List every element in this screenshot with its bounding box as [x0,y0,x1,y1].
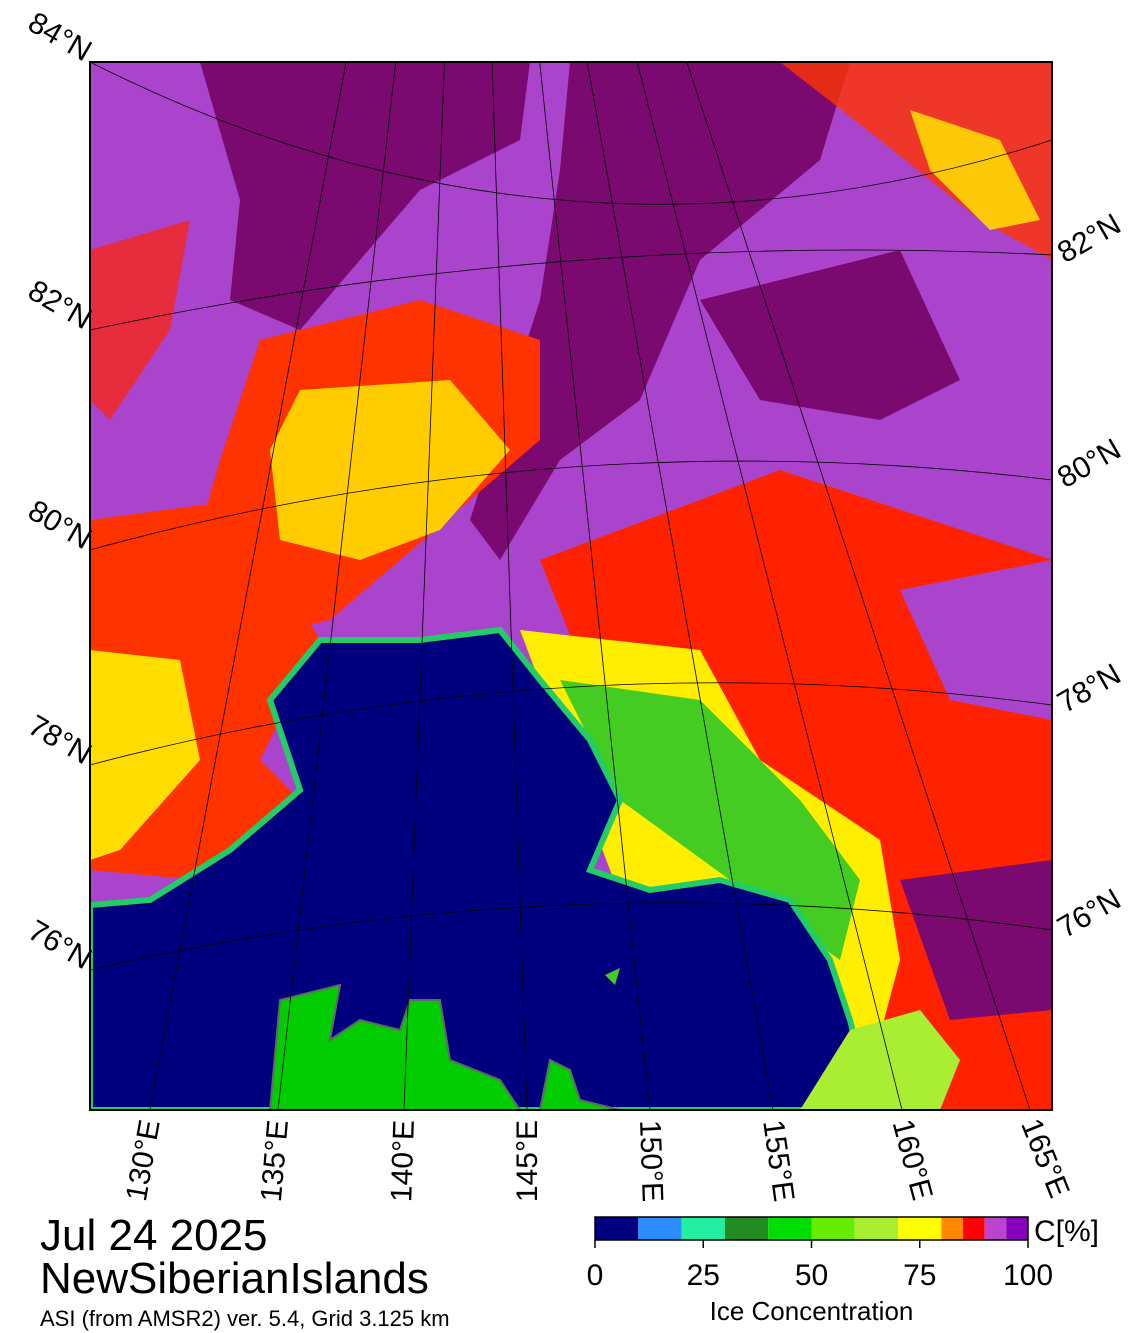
lat-label: 76°N [22,914,97,976]
lon-label: 140°E [385,1119,421,1202]
lat-label: 78°N [22,709,97,771]
lat-label: 78°N [1052,658,1127,720]
colorbar-segment [898,1217,942,1240]
lat-label: 82°N [1052,208,1127,270]
ice-map [90,62,1052,1110]
colorbar-segment [1006,1217,1028,1240]
colorbar-segment [984,1217,1007,1240]
colorbar-tick-label: 75 [903,1259,936,1292]
region: NewSiberianIslands [40,1254,429,1303]
lon-label: 130°E [120,1117,167,1204]
colorbar-tick-label: 50 [795,1259,828,1292]
lat-label: 80°N [1052,433,1127,495]
colorbar-segment [768,1217,812,1240]
colorbar-segment [638,1217,682,1240]
colorbar-unit: C[%] [1034,1215,1099,1248]
lat-label: 80°N [22,494,97,556]
loose-ice [560,680,860,960]
land [268,983,522,1110]
colorbar-segment [811,1217,855,1240]
loose-ice [90,650,200,860]
open-water [90,626,864,1110]
source: ASI (from AMSR2) ver. 5.4, Grid 3.125 km [40,1306,450,1331]
island [605,968,620,985]
dense-ice [700,250,960,420]
lat-label: 82°N [22,274,97,336]
colorbar-segment [595,1217,639,1240]
lon-label: 150°E [633,1119,669,1202]
colorbar-segment [941,1217,964,1240]
dense-ice [900,860,1052,1020]
dense-ice [200,62,530,330]
colorbar-label: Ice Concentration [710,1296,914,1326]
lon-label: 165°E [1014,1114,1075,1202]
dense-ice [470,62,850,560]
loose-ice [910,110,1040,230]
colorbar-segment [963,1217,985,1240]
lat-label: 84°N [22,6,97,68]
lon-label: 145°E [511,1120,544,1202]
map-frame [89,61,1053,1111]
lat-label: 76°N [1052,883,1127,945]
land [538,1058,621,1110]
colorbar-tick-label: 0 [587,1259,604,1292]
colorbar-segment [854,1217,899,1240]
colorbar-segment [724,1217,769,1240]
loose-ice [270,380,510,560]
lon-label: 160°E [886,1116,939,1204]
lon-label: 155°E [756,1118,800,1204]
colorbar-segment [681,1217,725,1240]
colorbar-tick-label: 100 [1003,1259,1053,1292]
colorbar-tick-label: 25 [687,1259,720,1292]
loose-ice [800,1010,960,1110]
lon-label: 135°E [255,1119,295,1204]
graticule [90,62,1052,1110]
date: Jul 24 2025 [40,1211,268,1260]
pack-ice [900,560,1052,720]
